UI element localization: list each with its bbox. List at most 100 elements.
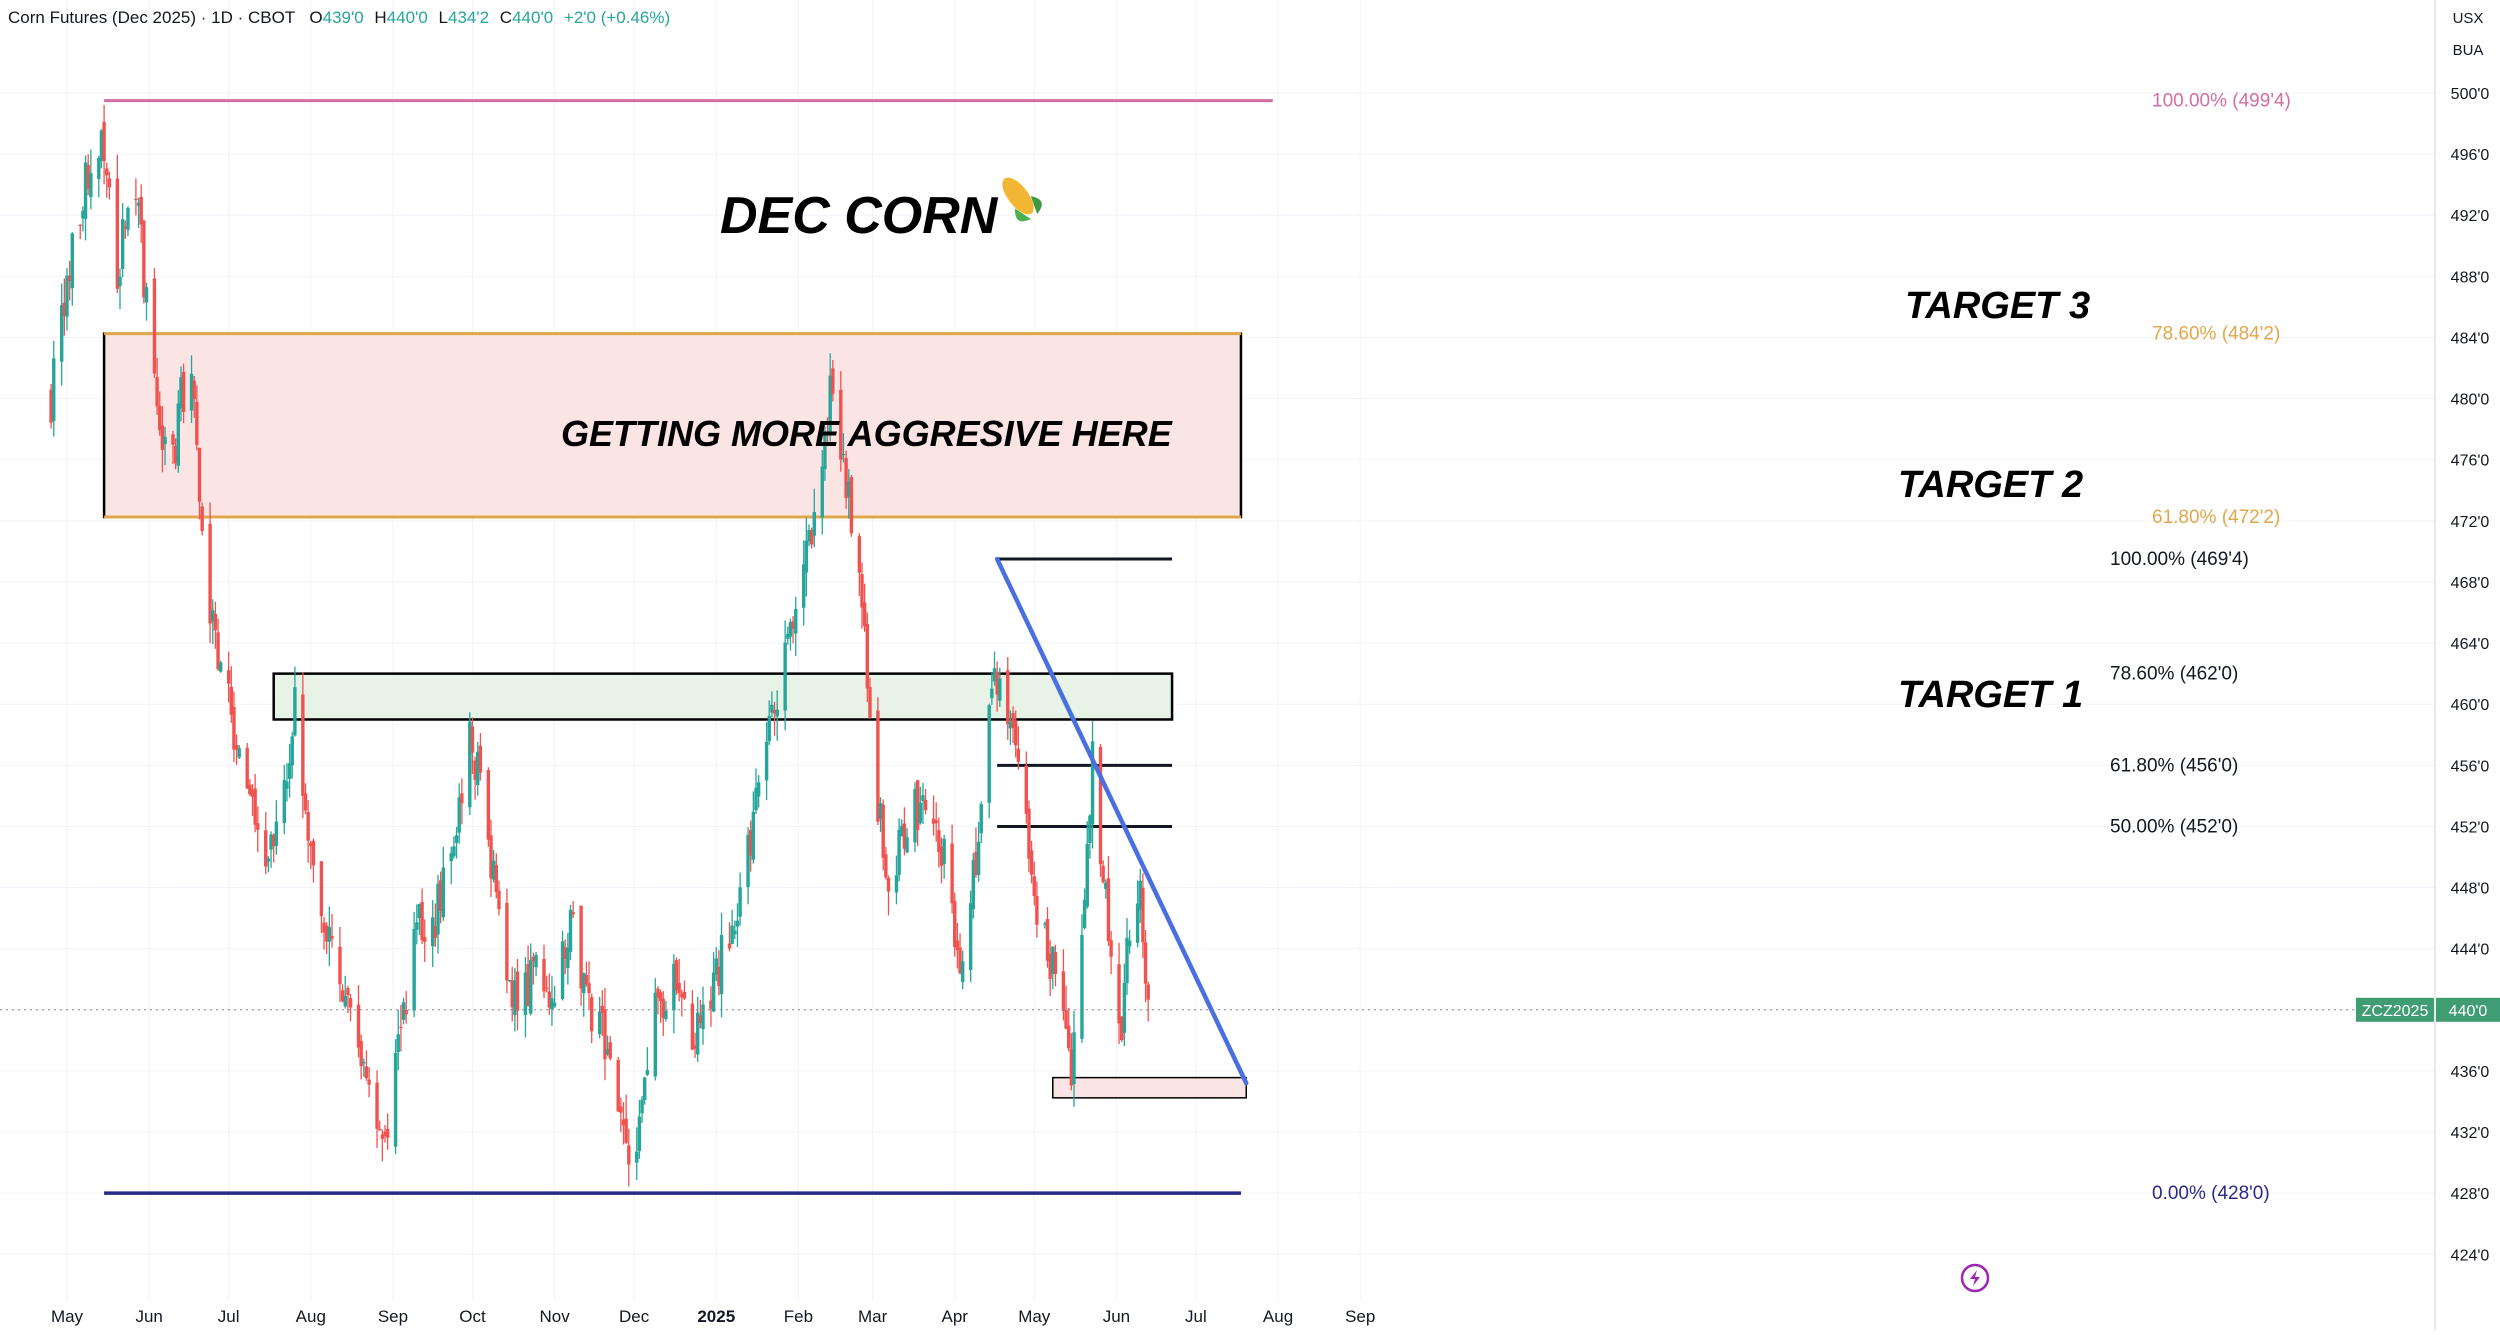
candle bbox=[507, 979, 512, 983]
unit-label[interactable]: BUA bbox=[2452, 42, 2484, 59]
y-tick-label: 492'0 bbox=[2451, 208, 2490, 225]
candle bbox=[340, 984, 345, 1003]
candle-body bbox=[1141, 887, 1145, 943]
candle-body bbox=[470, 726, 475, 753]
trendline[interactable] bbox=[994, 556, 1249, 1086]
candle bbox=[420, 888, 424, 945]
candle-body bbox=[322, 922, 326, 933]
candle-body bbox=[412, 928, 416, 1011]
candle bbox=[788, 618, 793, 651]
candle-body bbox=[672, 963, 676, 1011]
candle-body bbox=[1109, 940, 1113, 957]
candle-body bbox=[937, 830, 941, 852]
candle bbox=[473, 756, 477, 800]
candle-body bbox=[52, 358, 56, 422]
candle bbox=[1053, 944, 1058, 987]
candle bbox=[526, 945, 530, 1007]
candle bbox=[301, 672, 305, 819]
lightning-icon[interactable] bbox=[1960, 1263, 1990, 1293]
candle-body bbox=[144, 287, 149, 303]
candle-body bbox=[876, 710, 880, 822]
fib-label: 78.60% (462'0) bbox=[2110, 664, 2238, 685]
candle bbox=[115, 154, 120, 294]
candle bbox=[656, 986, 660, 1015]
candle-body bbox=[195, 401, 199, 445]
candle bbox=[123, 220, 127, 239]
x-tick-label: Oct bbox=[459, 1307, 486, 1326]
candle bbox=[1016, 726, 1021, 770]
candle-body bbox=[711, 972, 716, 1012]
candle bbox=[876, 697, 880, 826]
candle-body bbox=[868, 687, 872, 718]
candle bbox=[282, 764, 286, 835]
candle-body bbox=[266, 858, 271, 862]
candle bbox=[823, 426, 827, 481]
candle bbox=[640, 1096, 644, 1123]
candle-body bbox=[844, 457, 848, 499]
candle bbox=[1035, 881, 1039, 938]
candle bbox=[590, 993, 594, 1044]
candle bbox=[311, 838, 316, 883]
trendline-segment[interactable] bbox=[994, 556, 1249, 1086]
candle bbox=[942, 835, 946, 879]
candle-body bbox=[163, 436, 167, 445]
high-label: H bbox=[374, 8, 387, 27]
last-price-tag bbox=[2436, 997, 2500, 1022]
currency-label[interactable]: USX bbox=[2452, 10, 2484, 27]
candle bbox=[682, 980, 687, 1001]
candle bbox=[67, 260, 72, 301]
candle-body bbox=[86, 164, 90, 189]
low-value: 434'2 bbox=[447, 8, 490, 27]
candle-body bbox=[438, 880, 443, 911]
candle-body bbox=[605, 1049, 610, 1055]
candle-body bbox=[359, 1040, 363, 1067]
candle-body bbox=[142, 220, 146, 298]
candle bbox=[603, 987, 607, 1081]
candle bbox=[515, 958, 520, 1031]
candle-body bbox=[60, 304, 64, 362]
candle bbox=[309, 841, 313, 870]
candle bbox=[338, 926, 342, 1002]
candle bbox=[751, 791, 756, 864]
candle bbox=[399, 1004, 403, 1052]
candle-body bbox=[627, 1145, 631, 1165]
candle bbox=[783, 620, 787, 731]
candle bbox=[1088, 814, 1092, 859]
candle bbox=[505, 888, 509, 994]
candle-body bbox=[301, 694, 305, 796]
candle bbox=[248, 778, 252, 796]
candle bbox=[417, 903, 422, 935]
candle-body bbox=[754, 787, 758, 811]
candle-body bbox=[208, 523, 212, 624]
candle-body bbox=[584, 975, 589, 985]
candle-body bbox=[1045, 918, 1050, 961]
candle bbox=[433, 903, 438, 947]
candle-body bbox=[974, 851, 978, 876]
candle bbox=[457, 783, 461, 844]
candle bbox=[250, 783, 255, 817]
candle-body bbox=[730, 925, 734, 944]
time-axis[interactable]: May Jun Jul Aug Sep Oct Nov Dec 2025 Feb Mar Apr May… bbox=[51, 1307, 1375, 1326]
candle bbox=[664, 1001, 668, 1022]
candle-body bbox=[698, 1015, 703, 1023]
candle bbox=[1098, 743, 1103, 877]
candle bbox=[794, 596, 798, 657]
candle bbox=[1029, 840, 1034, 884]
candle bbox=[809, 527, 814, 549]
target2-label: TARGET 2 bbox=[1898, 464, 2083, 506]
y-tick-label: 484'0 bbox=[2451, 330, 2490, 347]
candle bbox=[173, 438, 178, 470]
candle-body bbox=[460, 793, 464, 804]
candle-body bbox=[590, 997, 594, 1032]
candle bbox=[1101, 860, 1105, 884]
candle bbox=[62, 278, 67, 336]
candle bbox=[118, 268, 122, 310]
candle bbox=[319, 860, 324, 934]
fib-label: 100.00% (469'4) bbox=[2110, 549, 2249, 570]
y-tick-label: 448'0 bbox=[2451, 881, 2490, 898]
candle bbox=[60, 283, 64, 386]
candle-body bbox=[831, 368, 835, 394]
candle-body bbox=[497, 890, 501, 910]
